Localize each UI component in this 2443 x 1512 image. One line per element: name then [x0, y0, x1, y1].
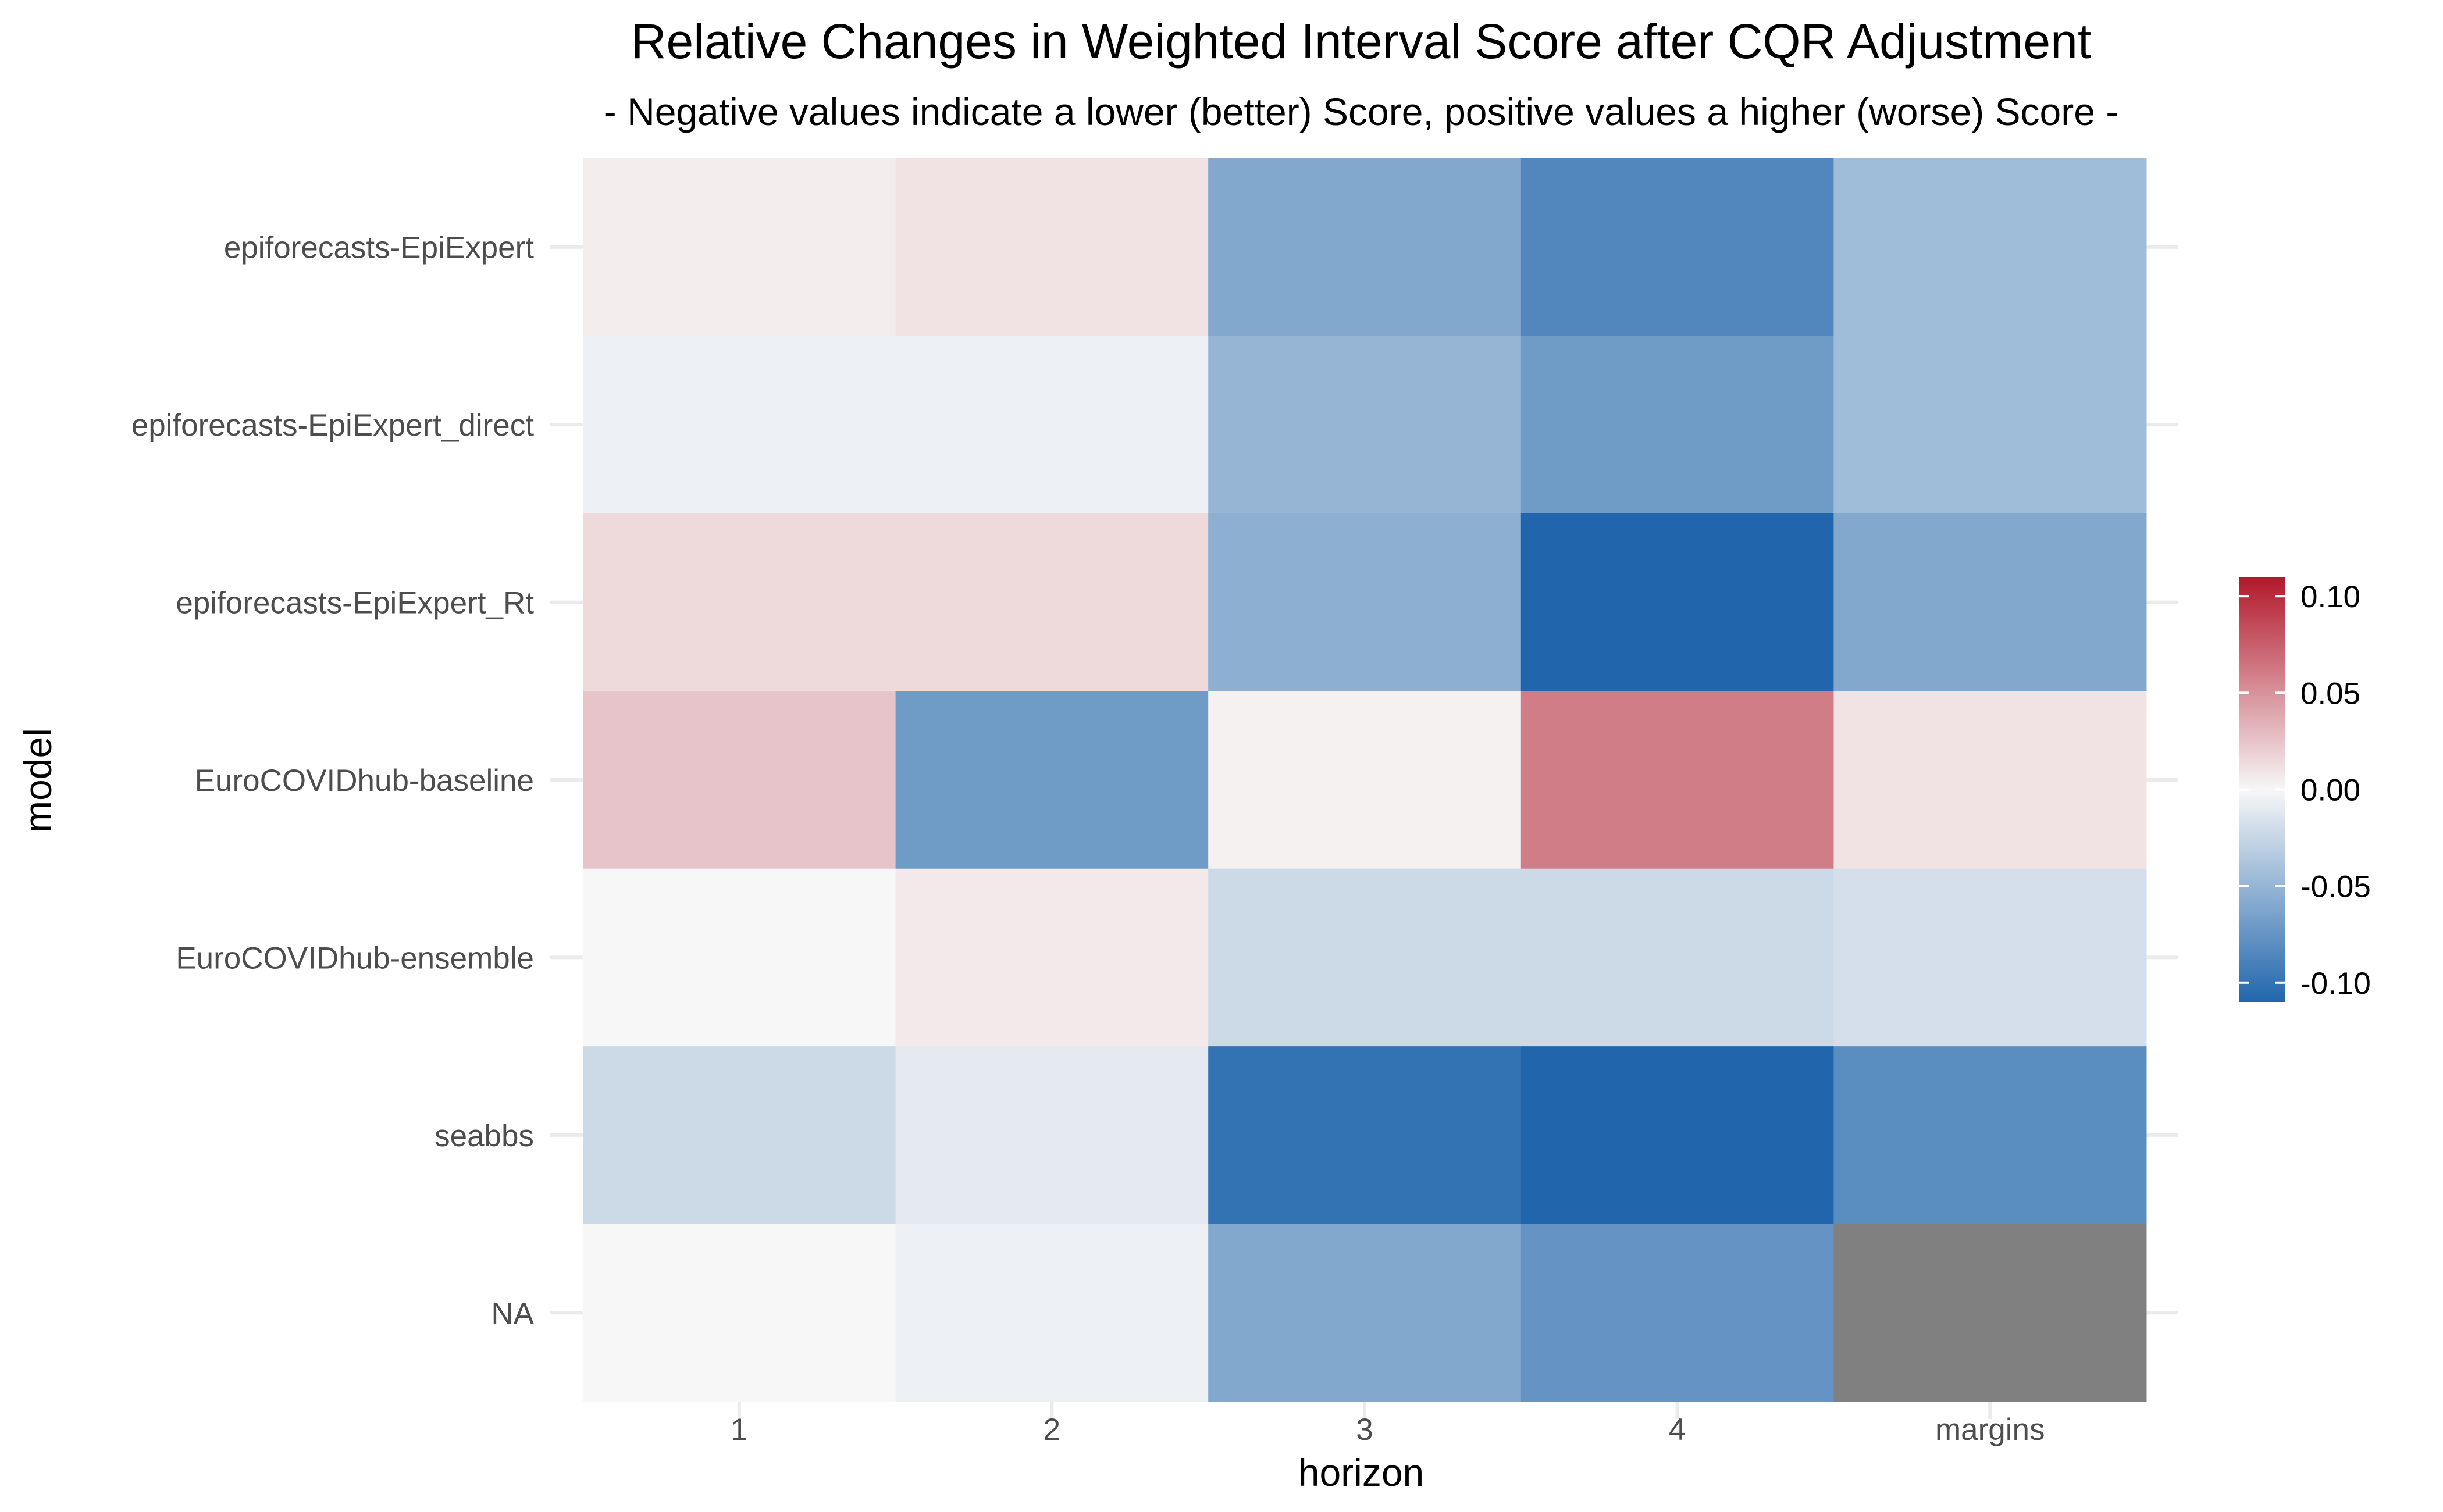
- heatmap-cell: [1833, 868, 2147, 1047]
- legend-break-label: -0.05: [2300, 870, 2371, 904]
- chart-title: Relative Changes in Weighted Interval Sc…: [631, 14, 2091, 69]
- legend-break-label: 0.00: [2300, 773, 2360, 808]
- legend-break-label: 0.05: [2300, 676, 2360, 711]
- heatmap-cell: [895, 691, 1209, 869]
- y-tick-labels: epiforecasts-EpiExpert epiforecasts-EpiEx…: [131, 231, 535, 1331]
- x-tick-label: margins: [1935, 1413, 2045, 1447]
- y-tick-label: seabbs: [435, 1119, 534, 1153]
- heatmap-cell: [1833, 336, 2147, 514]
- heatmap-cell: [1520, 158, 1834, 336]
- heatmap-cell: [1833, 1224, 2147, 1402]
- heatmap-cell: [1208, 513, 1522, 691]
- heatmap-cell: [1208, 336, 1522, 514]
- heatmap-cell: [1520, 1046, 1834, 1225]
- chart-subtitle: - Negative values indicate a lower (bett…: [604, 90, 2119, 133]
- heatmap-cell: [1833, 158, 2147, 336]
- heatmap-cell: [583, 1046, 896, 1225]
- heatmap-cell: [1208, 691, 1522, 869]
- y-tick-label: epiforecasts-EpiExpert: [224, 231, 534, 265]
- x-tick-label: 1: [731, 1413, 747, 1447]
- x-tick-label: 3: [1356, 1413, 1373, 1447]
- y-tick-label: EuroCOVIDhub-ensemble: [176, 941, 534, 975]
- heatmap-cell: [583, 691, 896, 869]
- heatmap-cell: [1208, 1046, 1522, 1225]
- heatmap-cell: [1520, 1224, 1834, 1402]
- color-legend: 0.10 0.05 0.00 -0.05 -0.10: [2239, 577, 2371, 1002]
- y-tick-label: epiforecasts-EpiExpert_Rt: [176, 586, 534, 621]
- heatmap-cells: [583, 158, 2147, 1402]
- x-axis-title: horizon: [1298, 1451, 1424, 1494]
- heatmap-cell: [1520, 336, 1834, 514]
- heatmap-cell: [895, 513, 1209, 691]
- legend-break-label: 0.10: [2300, 580, 2360, 614]
- heatmap-cell: [1833, 513, 2147, 691]
- y-axis-title: model: [16, 728, 59, 833]
- heatmap-cell: [583, 868, 896, 1047]
- heatmap-cell: [583, 513, 896, 691]
- y-tick-label: EuroCOVIDhub-baseline: [195, 764, 534, 798]
- heatmap-cell: [895, 336, 1209, 514]
- heatmap-cell: [895, 1224, 1209, 1402]
- heatmap-cell: [583, 336, 896, 514]
- heatmap-cell: [1208, 868, 1522, 1047]
- heatmap-cell: [1520, 868, 1834, 1047]
- heatmap-cell: [895, 868, 1209, 1047]
- heatmap-cell: [895, 158, 1209, 336]
- legend-break-label: -0.10: [2300, 967, 2371, 1001]
- heatmap-cell: [1833, 1046, 2147, 1225]
- x-tick-label: 4: [1669, 1413, 1686, 1447]
- heatmap-cell: [583, 1224, 896, 1402]
- y-tick-label: NA: [491, 1296, 534, 1331]
- heatmap-cell: [1520, 513, 1834, 691]
- x-tick-labels: 1 2 3 4 margins: [731, 1413, 2045, 1447]
- heatmap-cell: [1208, 1224, 1522, 1402]
- heatmap-cell: [1833, 691, 2147, 869]
- y-tick-label: epiforecasts-EpiExpert_direct: [131, 408, 535, 443]
- heatmap-cell: [583, 158, 896, 336]
- heatmap-cell: [1208, 158, 1522, 336]
- heatmap-cell: [895, 1046, 1209, 1225]
- x-tick-label: 2: [1044, 1413, 1060, 1447]
- heatmap-cell: [1520, 691, 1834, 869]
